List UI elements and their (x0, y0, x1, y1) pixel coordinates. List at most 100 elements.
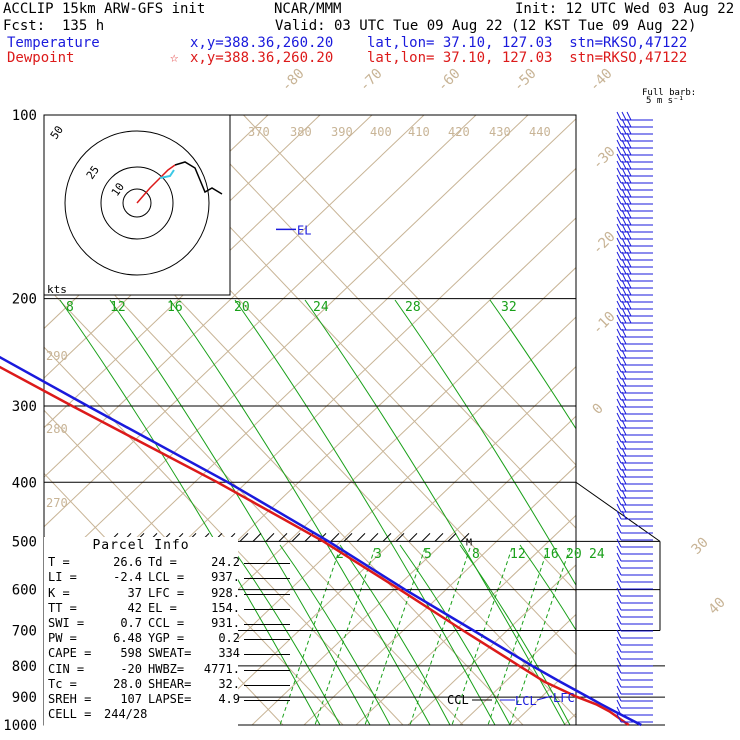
wind-barb (616, 230, 653, 240)
parcel-cell: 928. (211, 585, 240, 600)
wind-barb (616, 650, 653, 660)
mixing-ratio-line (487, 547, 549, 725)
lfc-tick (536, 695, 553, 701)
mixing-ratio-line (409, 547, 471, 725)
isotherm-label: -60 (435, 66, 464, 95)
wind-barb (616, 258, 653, 268)
wind-barb (616, 167, 653, 177)
parcel-cell: CELL = (48, 707, 92, 722)
wind-barb (616, 342, 653, 352)
wind-barb (616, 293, 653, 303)
hodograph-ring-25 (100, 166, 174, 240)
theta-label: 410 (408, 125, 430, 139)
moist-adiabat-line (394, 299, 576, 587)
parcel-cell: 244/28 (104, 707, 148, 722)
wind-barb (616, 636, 653, 646)
wind-barb (616, 370, 653, 380)
wind-barb (616, 139, 653, 149)
moist-adiabat-lower (399, 544, 511, 725)
moist-adiabat-line (304, 299, 566, 725)
wind-barb (616, 426, 653, 436)
parcel-cell: K = (48, 585, 70, 600)
adiabat-line (668, 115, 740, 725)
parcel-cell: -20 (120, 661, 142, 676)
parcel-row: LI = -2.4 LCL = 937. (44, 570, 290, 585)
isotherm-label: -50 (511, 66, 540, 95)
hodograph-trace-cyan (159, 169, 175, 179)
isotherm-label: -40 (587, 66, 616, 95)
parcel-info-title: Parcel Info (92, 538, 190, 553)
hatch-mark (343, 533, 353, 542)
wind-barb (616, 412, 653, 422)
parcel-row: TT = 42 EL = 154. (44, 600, 290, 616)
wind-barb (616, 524, 653, 534)
moist-adiabat-line (489, 299, 576, 430)
hatch-mark (447, 533, 457, 542)
wind-barb (616, 706, 653, 716)
wind-barb (616, 321, 653, 331)
parcel-row: CELL = 244/28 (44, 707, 238, 722)
isotherm-line (243, 115, 576, 466)
hatch-mark (239, 533, 249, 542)
pressure-label-300: 300 (12, 399, 37, 415)
wind-barb (616, 482, 653, 492)
parcel-cell: 598 (120, 646, 142, 661)
wind-barb (616, 671, 653, 681)
hatch-mark (252, 533, 262, 542)
isotherm-label: -80 (279, 66, 308, 95)
mixing-ratio-label-lower: 24 (589, 547, 605, 562)
parcel-cell: T = (48, 555, 70, 570)
isotherm-label: -70 (357, 66, 386, 95)
wind-barb (616, 174, 653, 184)
parcel-row: CIN = -20 HWBZ= 4771. (44, 661, 290, 677)
mixing-ratio-label: 16 (167, 300, 183, 315)
hodograph: 10 25 50 kts (43, 114, 231, 296)
theta-label: 400 (370, 125, 392, 139)
wind-barb (616, 447, 653, 457)
ccl-label: CCL (447, 693, 469, 707)
hodograph-ring-50 (64, 130, 210, 276)
mixing-ratio-line (314, 547, 376, 725)
pressure-label-100: 100 (12, 108, 37, 124)
theta-label: 280 (46, 422, 68, 436)
adiabat-line (147, 316, 576, 725)
org-label: NCAR/MMM (274, 1, 342, 17)
adiabat-line (251, 415, 576, 725)
wind-barb (616, 538, 653, 548)
parcel-cell: 334 (218, 646, 240, 661)
pressure-label-1000: 1000 (3, 718, 37, 734)
pressure-label-500: 500 (12, 534, 37, 550)
wind-barb (616, 503, 653, 513)
mixing-ratio-label: 12 (110, 300, 126, 315)
wind-barb (616, 279, 653, 289)
temperature-profile (0, 355, 642, 727)
hodograph-ring-10 (122, 188, 152, 218)
parcel-cell: LI = (48, 570, 77, 585)
isotherm-label: 30 (689, 535, 712, 558)
wind-barb (616, 398, 653, 408)
wind-barb (616, 307, 653, 317)
wind-barb (616, 475, 653, 485)
mixing-ratio-line (509, 547, 571, 725)
wind-barb (616, 237, 653, 247)
parcel-cell: 4771. (203, 661, 240, 676)
parcel-cell: 154. (211, 600, 240, 615)
wind-barb (616, 265, 653, 275)
wind-barb (616, 419, 653, 429)
adiabat-line (407, 564, 576, 725)
wind-barb (616, 594, 653, 604)
hatch-mark (395, 533, 405, 542)
theta-label: 290 (46, 349, 68, 363)
hatch-mark (434, 533, 444, 542)
theta-label: 430 (489, 125, 511, 139)
wind-barb (616, 692, 653, 702)
parcel-row: T = 26.6 Td = 24.2 (44, 555, 290, 570)
theta-label: 390 (331, 125, 353, 139)
dewpoint-star-icon: ☆ (170, 50, 179, 66)
hatch-mark (460, 533, 470, 542)
wind-barb (616, 622, 653, 632)
hodograph-label-25: 25 (84, 163, 102, 181)
wind-barb (616, 160, 653, 170)
parcel-cell: LCL = (148, 570, 185, 585)
frame-slant-upper (575, 481, 661, 542)
